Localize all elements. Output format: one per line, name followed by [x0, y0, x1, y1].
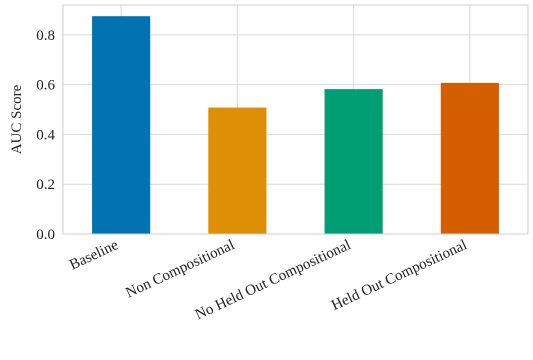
- bar-no-held-out-compositional: [324, 89, 383, 235]
- y-tick-label: 0.4: [36, 127, 55, 143]
- y-tick-label: 0.0: [36, 227, 55, 243]
- y-tick-label: 0.2: [36, 177, 55, 193]
- bar-held-out-compositional: [440, 82, 499, 234]
- y-tick-label: 0.8: [36, 28, 55, 44]
- plot-frame: [62, 4, 529, 235]
- x-tick-label: Non Compositional: [123, 237, 237, 301]
- y-axis-title: AUC Score: [9, 84, 25, 154]
- y-tick-labels: 0.0 0.2 0.4 0.6 0.8: [36, 28, 55, 243]
- bar-baseline: [92, 16, 151, 235]
- bar-layer: [92, 16, 499, 235]
- x-tick-label: Baseline: [67, 237, 121, 273]
- bar-non-compositional: [208, 107, 267, 234]
- y-tick-label: 0.6: [36, 78, 55, 94]
